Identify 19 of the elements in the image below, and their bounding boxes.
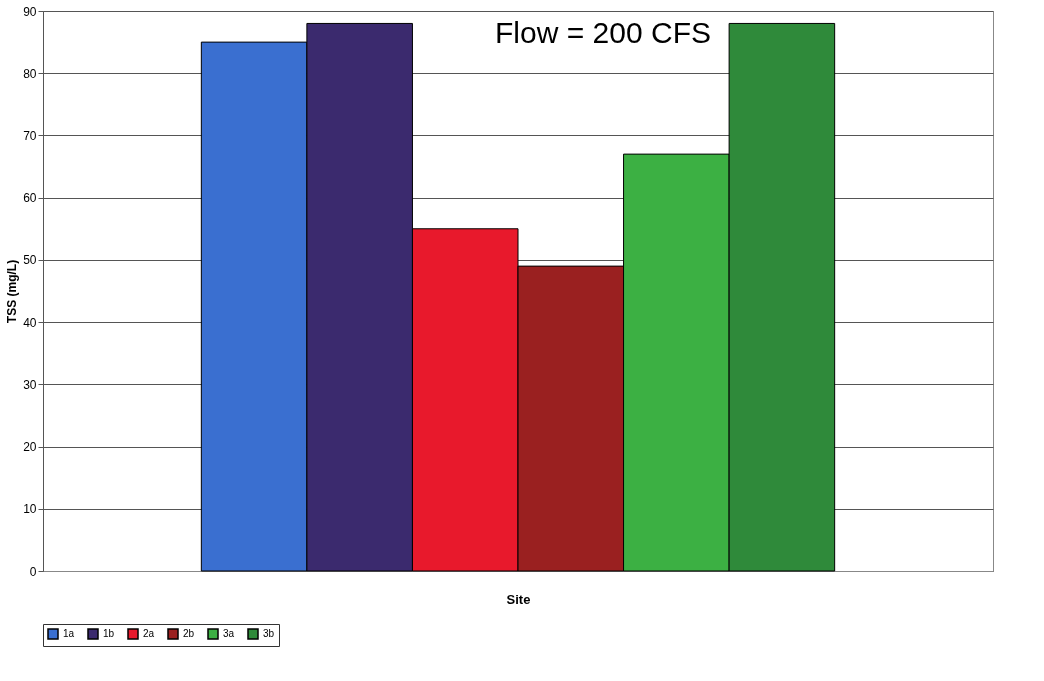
- legend-label: 1b: [103, 628, 115, 639]
- legend-label: 3b: [263, 628, 275, 639]
- y-tick-label: 0: [29, 564, 37, 579]
- y-tick-label: 40: [23, 315, 37, 330]
- y-tick-label: 80: [23, 66, 37, 81]
- legend-label: 2b: [183, 628, 195, 639]
- y-tick-label: 10: [23, 502, 37, 517]
- legend-label: 2a: [143, 628, 155, 639]
- y-tick-label: 30: [23, 377, 37, 392]
- y-tick-label: 50: [23, 253, 37, 268]
- y-tick-label: 90: [23, 4, 37, 19]
- y-tick-label: 70: [23, 128, 37, 143]
- chart-title: Flow = 200 CFS: [495, 16, 711, 49]
- y-tick-label: 20: [23, 440, 37, 455]
- y-tick-label: 60: [23, 191, 37, 206]
- y-axis-title: TSS (mg/L): [5, 259, 20, 324]
- legend-label: 3a: [223, 628, 235, 639]
- legend-label: 1a: [63, 628, 75, 639]
- x-axis-title: Site: [506, 591, 531, 607]
